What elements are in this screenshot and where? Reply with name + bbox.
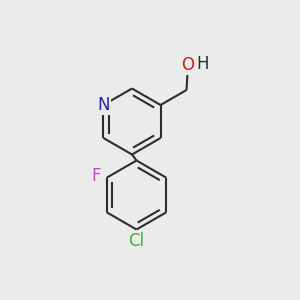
Text: N: N [97,96,110,114]
Text: F: F [92,167,101,185]
Text: H: H [196,55,208,73]
Text: O: O [181,56,194,74]
Text: Cl: Cl [128,232,145,250]
